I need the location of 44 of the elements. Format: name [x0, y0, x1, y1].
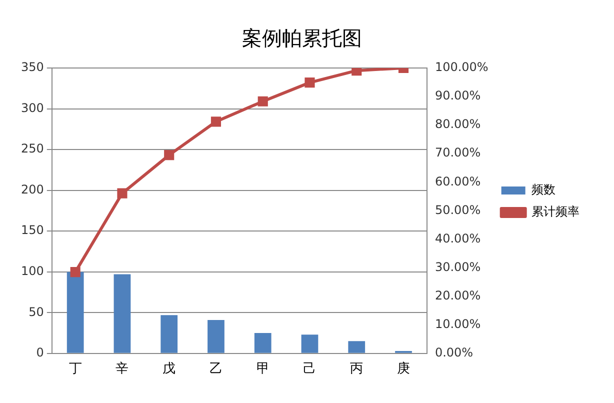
y2-tick-label: 40.00% [434, 231, 481, 246]
y-tick-label: 0 [36, 346, 44, 360]
bar [254, 333, 272, 353]
x-tick-label: 戊 [162, 362, 176, 377]
legend-label: 频数 [531, 182, 556, 197]
bar [66, 272, 84, 353]
chart-title: 案例帕累托图 [242, 26, 362, 50]
legend-label: 累计频率 [531, 204, 580, 219]
x-tick-label: 丁 [68, 362, 82, 377]
y2-tick-label: 100.00% [434, 60, 488, 74]
x-tick-label: 庚 [397, 362, 410, 377]
bar [348, 341, 366, 353]
bar [160, 315, 178, 353]
y-tick-label: 100 [21, 264, 44, 278]
point [210, 116, 222, 127]
x-tick-label: 甲 [256, 362, 270, 377]
y2-tick-label: 70.00% [434, 146, 481, 160]
bar [208, 320, 224, 353]
bar [301, 334, 318, 353]
y2-tick-label: 90.00% [434, 88, 481, 103]
y2-tick-label: 60.00% [434, 174, 481, 188]
point [304, 78, 315, 88]
y-tick-label: 200 [21, 182, 44, 196]
y-tick-label: 150 [21, 223, 44, 238]
x-tick-label: 己 [303, 362, 316, 377]
y2-tick-label: 30.00% [434, 260, 481, 274]
y2-tick-label: 20.00% [434, 288, 481, 302]
y2-tick-label: 50.00% [434, 202, 481, 217]
x-tick-label: 乙 [209, 362, 222, 377]
point [117, 188, 128, 198]
y-tick-label: 50 [28, 304, 44, 319]
bar [114, 274, 131, 353]
y-tick-label: 300 [21, 100, 44, 115]
x-tick-label: 辛 [116, 362, 129, 377]
x-tick-label: 丙 [350, 362, 364, 377]
y-tick-label: 250 [21, 142, 44, 156]
y2-tick-label: 10.00% [434, 316, 481, 331]
y2-tick-label: 0.00% [434, 346, 474, 360]
point [258, 96, 268, 106]
point [70, 267, 80, 278]
point [164, 150, 174, 160]
y2-tick-label: 80.00% [434, 117, 481, 132]
point [352, 68, 362, 76]
y-tick-label: 350 [21, 60, 44, 74]
